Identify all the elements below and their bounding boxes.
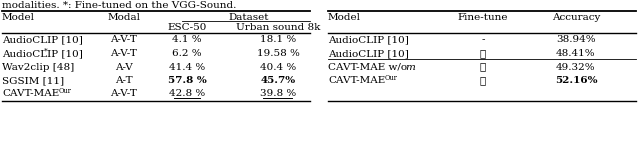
Text: A-V-T: A-V-T (111, 36, 138, 45)
Text: CAVT-MAE: CAVT-MAE (328, 76, 385, 85)
Text: Modal: Modal (108, 12, 141, 21)
Text: Fine-tune: Fine-tune (458, 12, 508, 21)
Text: AudioCLIP [10]: AudioCLIP [10] (328, 49, 409, 58)
Text: ✓: ✓ (480, 49, 486, 58)
Text: A-V-T: A-V-T (111, 49, 138, 58)
Text: Wav2clip [48]: Wav2clip [48] (2, 62, 74, 71)
Text: Accuracy: Accuracy (552, 12, 600, 21)
Text: ESC-50: ESC-50 (167, 23, 207, 32)
Text: A-V: A-V (115, 62, 133, 71)
Text: 42.8 %: 42.8 % (169, 90, 205, 98)
Text: 57.8 %: 57.8 % (168, 76, 206, 85)
Text: 45.7%: 45.7% (260, 76, 296, 85)
Text: *: * (44, 48, 48, 56)
Text: 39.8 %: 39.8 % (260, 90, 296, 98)
Text: 40.4 %: 40.4 % (260, 62, 296, 71)
Text: 38.94%: 38.94% (556, 36, 596, 45)
Text: AudioCLIP [10]: AudioCLIP [10] (328, 36, 409, 45)
Text: m: m (405, 62, 415, 71)
Text: ✓: ✓ (480, 62, 486, 71)
Text: Model: Model (328, 12, 361, 21)
Text: SGSIM [11]: SGSIM [11] (2, 76, 64, 85)
Text: 4.1 %: 4.1 % (172, 36, 202, 45)
Text: A-T: A-T (115, 76, 133, 85)
Text: Our: Our (59, 87, 72, 95)
Text: 49.32%: 49.32% (556, 62, 596, 71)
Text: modalities. *: Fine-tuned on the VGG-Sound.: modalities. *: Fine-tuned on the VGG-Sou… (2, 1, 236, 10)
Text: 52.16%: 52.16% (555, 76, 597, 85)
Text: Model: Model (2, 12, 35, 21)
Text: 19.58 %: 19.58 % (257, 49, 300, 58)
Text: CAVT-MAE w/o: CAVT-MAE w/o (328, 62, 410, 71)
Text: AudioCLIP [10]: AudioCLIP [10] (2, 36, 83, 45)
Text: 48.41%: 48.41% (556, 49, 596, 58)
Text: AudioCLIP [10]: AudioCLIP [10] (2, 49, 83, 58)
Text: 6.2 %: 6.2 % (172, 49, 202, 58)
Text: CAVT-MAE: CAVT-MAE (2, 90, 60, 98)
Text: Dataset: Dataset (228, 12, 269, 21)
Text: Our: Our (385, 74, 398, 81)
Text: A-V-T: A-V-T (111, 90, 138, 98)
Text: ✓: ✓ (480, 76, 486, 85)
Text: 18.1 %: 18.1 % (260, 36, 296, 45)
Text: -: - (481, 36, 484, 45)
Text: Urban sound 8k: Urban sound 8k (236, 23, 320, 32)
Text: 41.4 %: 41.4 % (169, 62, 205, 71)
